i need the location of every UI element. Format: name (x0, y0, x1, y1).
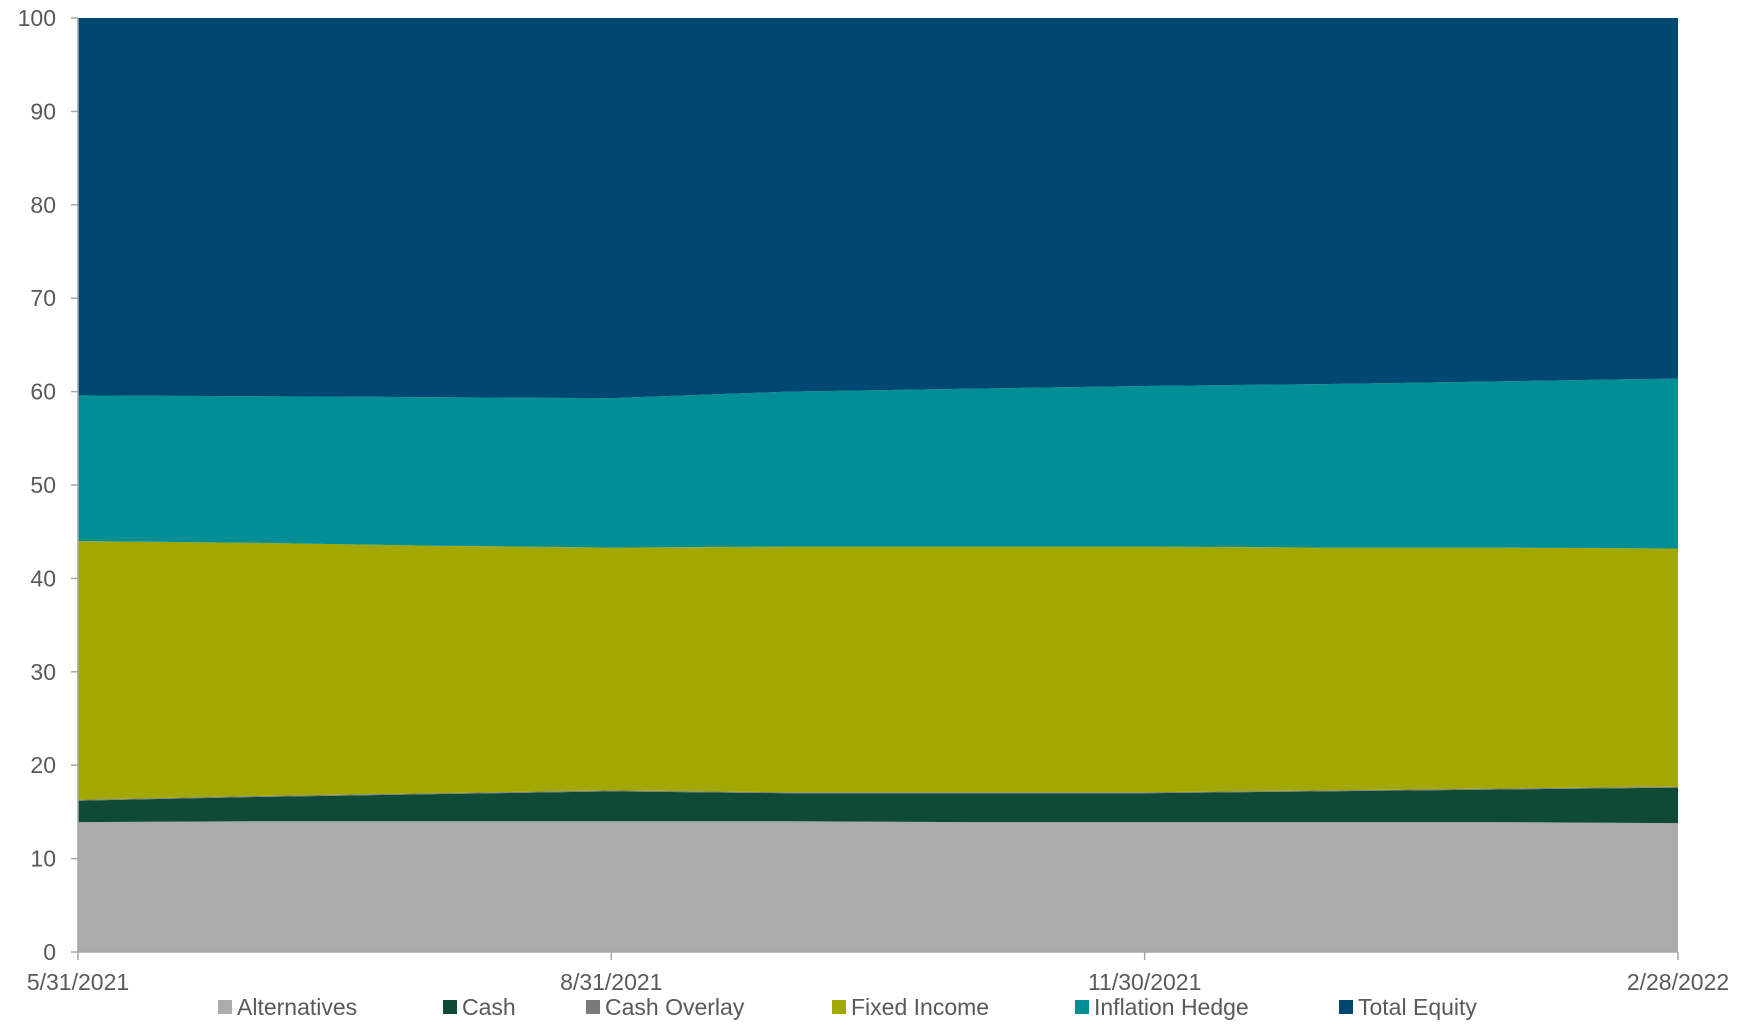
area-total-equity (78, 18, 1678, 399)
x-tick-label: 8/31/2021 (560, 969, 662, 995)
area-alternatives (78, 821, 1678, 952)
y-tick-label: 70 (30, 285, 56, 311)
x-tick-label: 11/30/2021 (1088, 969, 1201, 995)
y-tick-label: 10 (30, 846, 56, 872)
area-cash (78, 787, 1678, 824)
area-inflation-hedge (78, 378, 1678, 549)
legend-swatch-cash (443, 1000, 457, 1014)
y-tick-label: 0 (43, 939, 56, 965)
y-tick-label: 100 (18, 5, 56, 31)
y-tick-label: 60 (30, 379, 56, 405)
legend-swatch-inflation-hedge (1075, 1000, 1089, 1014)
legend-label-alternatives: Alternatives (237, 994, 357, 1020)
legend-label-fixed-income: Fixed Income (851, 994, 989, 1020)
legend-swatch-alternatives (218, 1000, 232, 1014)
axes-group (71, 17, 1679, 960)
legend-swatch-total-equity (1339, 1000, 1353, 1014)
legend-swatch-cash-overlay (586, 1000, 600, 1014)
chart-legend: Alternatives Cash Cash Overlay Fixed Income… (218, 994, 1477, 1020)
legend-label-total-equity: Total Equity (1358, 994, 1477, 1020)
x-tick-label: 5/31/2021 (27, 969, 129, 995)
area-series-group (78, 18, 1678, 952)
legend-label-inflation-hedge: Inflation Hedge (1094, 994, 1249, 1020)
y-tick-label: 90 (30, 98, 56, 124)
y-tick-label: 80 (30, 192, 56, 218)
y-tick-label: 20 (30, 752, 56, 778)
legend-label-cash-overlay: Cash Overlay (605, 994, 745, 1020)
x-tick-label: 2/28/2022 (1627, 969, 1729, 995)
area-fixed-income (78, 541, 1678, 800)
y-tick-labels: 0 10 20 30 40 50 60 70 80 90 100 (18, 5, 56, 965)
y-tick-label: 40 (30, 565, 56, 591)
x-tick-labels: 5/31/2021 8/31/2021 11/30/2021 2/28/2022 (27, 969, 1729, 995)
y-tick-label: 30 (30, 659, 56, 685)
legend-swatch-fixed-income (832, 1000, 846, 1014)
legend-label-cash: Cash (462, 994, 516, 1020)
y-tick-label: 50 (30, 472, 56, 498)
